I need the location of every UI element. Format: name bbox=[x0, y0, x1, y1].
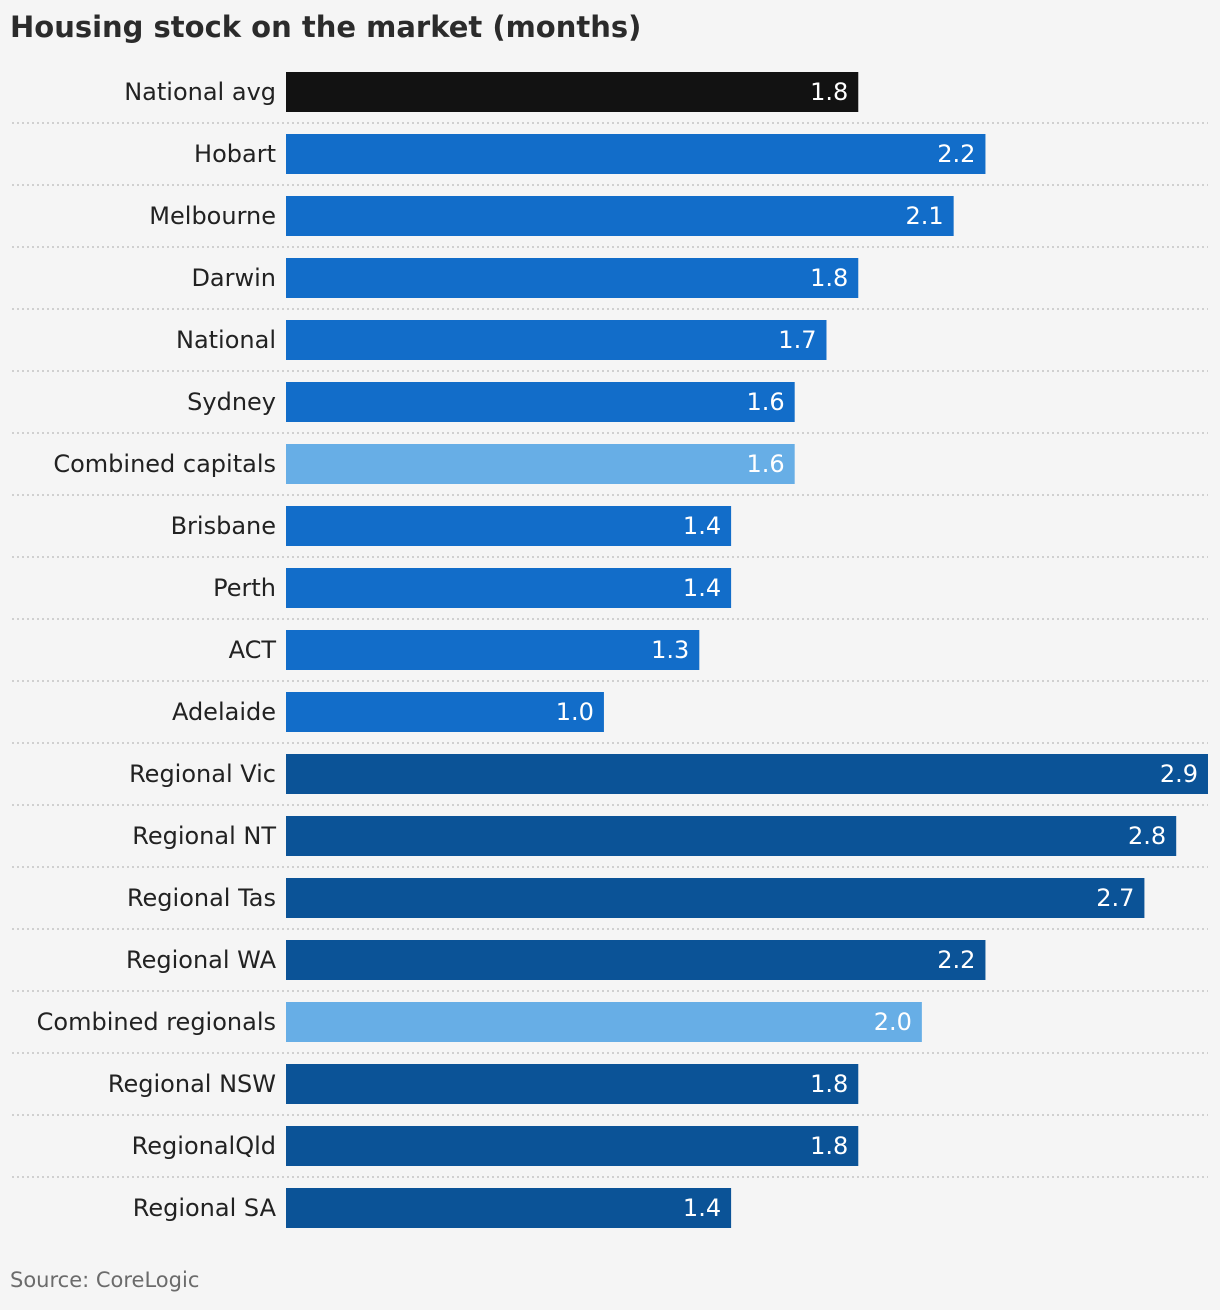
value-label-regional-tas: 2.7 bbox=[1096, 884, 1134, 912]
source-note: Source: CoreLogic bbox=[10, 1268, 200, 1292]
category-label-regional-wa: Regional WA bbox=[126, 946, 277, 974]
bar-regional-wa bbox=[286, 940, 986, 980]
bar-regional-tas bbox=[286, 878, 1145, 918]
category-label-regional-sa: Regional SA bbox=[133, 1194, 277, 1222]
bar-perth bbox=[286, 568, 732, 608]
value-label-national-avg: 1.8 bbox=[810, 78, 848, 106]
bar-combined-capitals bbox=[286, 444, 795, 484]
value-label-combined-regionals: 2.0 bbox=[874, 1008, 912, 1036]
bar-combined-regionals bbox=[286, 1002, 922, 1042]
bar-melbourne bbox=[286, 196, 954, 236]
bar-national bbox=[286, 320, 827, 360]
category-label-hobart: Hobart bbox=[194, 140, 276, 168]
value-label-melbourne: 2.1 bbox=[905, 202, 943, 230]
value-label-combined-capitals: 1.6 bbox=[747, 450, 785, 478]
category-label-national-avg: National avg bbox=[124, 78, 276, 106]
category-label-regional-nsw: Regional NSW bbox=[108, 1070, 276, 1098]
category-label-adelaide: Adelaide bbox=[172, 698, 276, 726]
value-label-hobart: 2.2 bbox=[937, 140, 975, 168]
category-label-perth: Perth bbox=[213, 574, 276, 602]
bar-act bbox=[286, 630, 700, 670]
value-label-adelaide: 1.0 bbox=[556, 698, 594, 726]
value-label-regional-nt: 2.8 bbox=[1128, 822, 1166, 850]
value-label-regional-nsw: 1.8 bbox=[810, 1070, 848, 1098]
value-label-regional-sa: 1.4 bbox=[683, 1194, 721, 1222]
category-label-combined-regionals: Combined regionals bbox=[37, 1008, 276, 1036]
bar-brisbane bbox=[286, 506, 732, 546]
category-label-regionalqld: RegionalQld bbox=[132, 1132, 276, 1160]
chart-title: Housing stock on the market (months) bbox=[10, 10, 642, 44]
category-label-brisbane: Brisbane bbox=[171, 512, 276, 540]
value-label-regional-vic: 2.9 bbox=[1160, 760, 1198, 788]
value-label-darwin: 1.8 bbox=[810, 264, 848, 292]
value-label-regionalqld: 1.8 bbox=[810, 1132, 848, 1160]
category-label-regional-nt: Regional NT bbox=[132, 822, 276, 850]
value-label-sydney: 1.6 bbox=[747, 388, 785, 416]
bar-regional-sa bbox=[286, 1188, 732, 1228]
bar-chart: National avg 1.8 Hobart 2.2 Melbourne 2.1 Darw… bbox=[12, 72, 1208, 1228]
bar-national-avg bbox=[286, 72, 859, 112]
value-label-brisbane: 1.4 bbox=[683, 512, 721, 540]
bar-regional-nt bbox=[286, 816, 1177, 856]
bar-adelaide bbox=[286, 692, 604, 732]
bar-sydney bbox=[286, 382, 795, 422]
category-label-darwin: Darwin bbox=[191, 264, 276, 292]
category-label-melbourne: Melbourne bbox=[149, 202, 276, 230]
category-label-national: National bbox=[176, 326, 276, 354]
bar-regional-nsw bbox=[286, 1064, 859, 1104]
category-label-regional-vic: Regional Vic bbox=[129, 760, 276, 788]
category-label-combined-capitals: Combined capitals bbox=[53, 450, 276, 478]
value-label-perth: 1.4 bbox=[683, 574, 721, 602]
value-label-act: 1.3 bbox=[651, 636, 689, 664]
category-label-sydney: Sydney bbox=[187, 388, 276, 416]
bar-hobart bbox=[286, 134, 986, 174]
value-label-national: 1.7 bbox=[778, 326, 816, 354]
category-label-regional-tas: Regional Tas bbox=[127, 884, 276, 912]
category-label-act: ACT bbox=[229, 636, 277, 664]
bar-regional-vic bbox=[286, 754, 1208, 794]
bar-darwin bbox=[286, 258, 859, 298]
value-label-regional-wa: 2.2 bbox=[937, 946, 975, 974]
bar-regionalqld bbox=[286, 1126, 859, 1166]
